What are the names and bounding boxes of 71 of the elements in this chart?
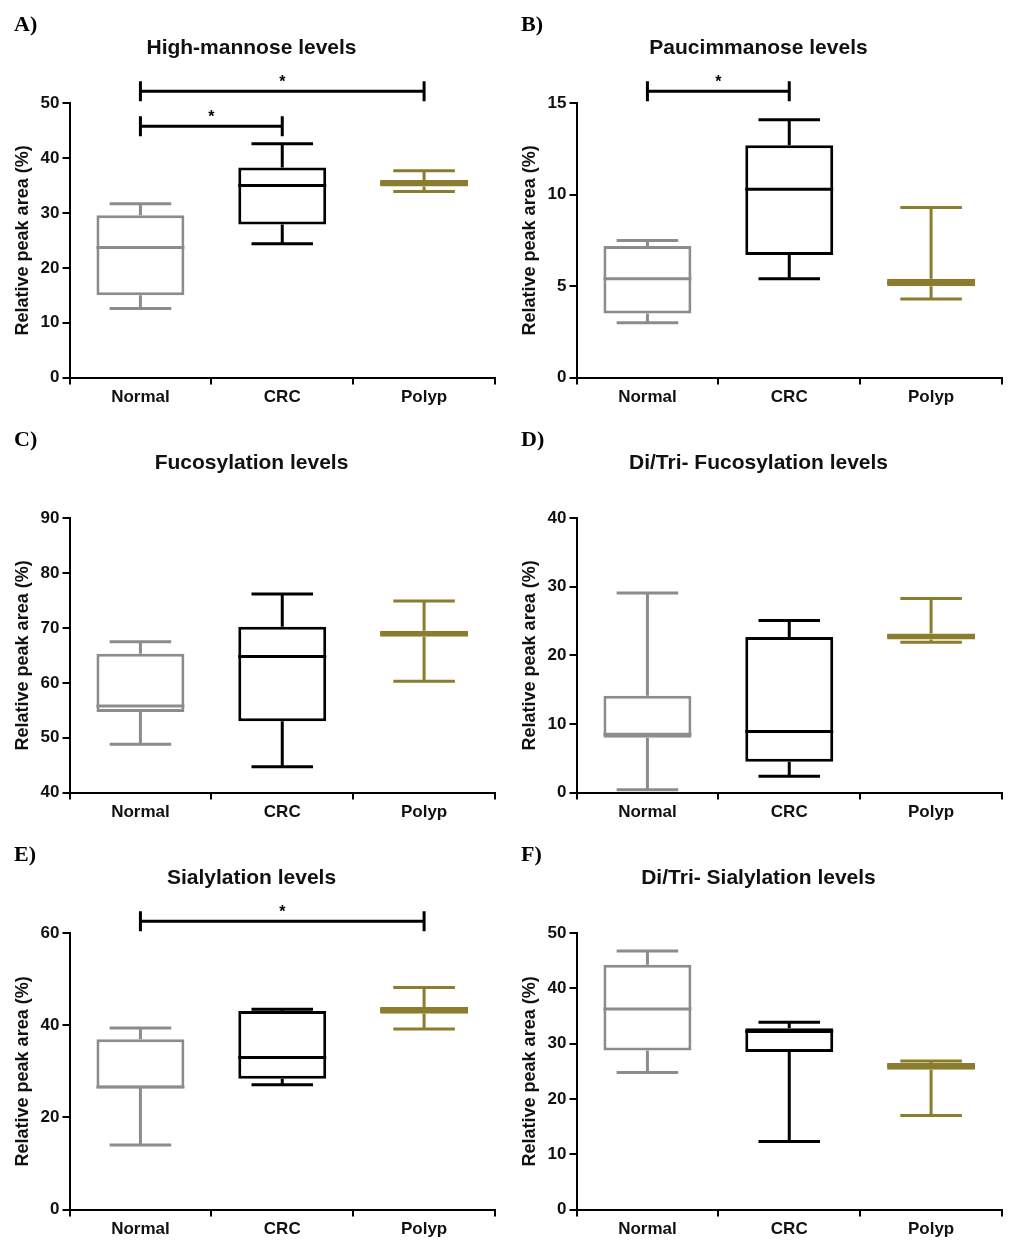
x-tick-label: CRC	[770, 802, 808, 822]
y-tick-label: 90	[40, 507, 60, 527]
y-tick-label: 0	[557, 1199, 567, 1219]
y-tick-label: 80	[40, 562, 60, 582]
y-tick-label: 15	[547, 92, 567, 112]
y-axis-title: Relative peak area (%)	[11, 145, 32, 336]
x-tick-label: Normal	[111, 387, 170, 407]
y-tick-label: 60	[40, 922, 60, 942]
y-tick-label: 30	[547, 576, 567, 596]
y-tick-label: 10	[547, 1144, 567, 1164]
chart-title: Paucimmanose levels	[649, 35, 868, 59]
x-tick-label: CRC	[263, 387, 301, 407]
x-tick-label: Polyp	[907, 387, 955, 407]
y-tick-label: 50	[40, 727, 60, 747]
y-tick-label: 10	[547, 184, 567, 204]
text: A)	[14, 10, 38, 36]
x-tick-label: Normal	[618, 387, 677, 407]
y-tick-label: 70	[40, 617, 60, 637]
y-tick-label: 0	[557, 367, 567, 387]
y-tick-label: 20	[547, 645, 567, 665]
y-tick-label: 20	[40, 257, 60, 277]
y-tick-label: 40	[547, 507, 567, 527]
y-tick-label: 50	[547, 922, 567, 942]
y-tick-label: 0	[50, 367, 60, 387]
x-tick-label: CRC	[770, 1219, 808, 1239]
chart-title: Di/Tri- Sialylation levels	[641, 865, 876, 889]
y-axis-title: Relative peak area (%)	[11, 976, 32, 1167]
text: *	[715, 72, 723, 90]
y-tick-label: 50	[40, 92, 60, 112]
y-tick-label: 10	[547, 713, 567, 733]
y-tick-label: 60	[40, 672, 60, 692]
x-tick-label: Normal	[111, 1219, 170, 1239]
y-tick-label: 20	[40, 1107, 60, 1127]
x-tick-label: Normal	[618, 802, 677, 822]
x-tick-label: CRC	[770, 387, 808, 407]
x-tick-label: Polyp	[907, 802, 955, 822]
y-axis-title: Relative peak area (%)	[11, 560, 32, 751]
text: C)	[14, 425, 38, 451]
y-tick-label: 10	[40, 312, 60, 332]
chart-title: Di/Tri- Fucosylation levels	[628, 450, 889, 474]
text: F)	[521, 840, 542, 866]
y-tick-label: 40	[40, 782, 60, 802]
y-tick-label: 5	[557, 275, 567, 295]
x-tick-label: CRC	[263, 1219, 301, 1239]
y-tick-label: 30	[547, 1033, 567, 1053]
y-tick-label: 20	[547, 1088, 567, 1108]
chart-title: High-mannose levels	[146, 35, 357, 59]
text: *	[279, 902, 287, 920]
text: *	[279, 72, 287, 90]
x-tick-label: Polyp	[400, 1219, 448, 1239]
y-tick-label: 0	[50, 1199, 60, 1219]
x-tick-label: CRC	[263, 802, 301, 822]
x-tick-label: Polyp	[907, 1219, 955, 1239]
y-axis-title: Relative peak area (%)	[518, 976, 539, 1167]
y-tick-label: 40	[40, 1015, 60, 1035]
y-tick-label: 30	[40, 202, 60, 222]
text: D)	[521, 425, 545, 451]
text: B)	[521, 10, 543, 36]
y-tick-label: 40	[40, 147, 60, 167]
y-tick-label: 40	[547, 978, 567, 998]
y-axis-title: Relative peak area (%)	[518, 145, 539, 336]
x-tick-label: Polyp	[400, 802, 448, 822]
x-tick-label: Polyp	[400, 387, 448, 407]
y-tick-label: 0	[557, 782, 567, 802]
chart-title: Sialylation levels	[166, 865, 337, 889]
text: E)	[14, 840, 36, 866]
y-axis-title: Relative peak area (%)	[518, 560, 539, 751]
x-tick-label: Normal	[111, 802, 170, 822]
annotation: *	[208, 107, 216, 125]
chart-title: Fucosylation levels	[154, 450, 349, 474]
x-tick-label: Normal	[618, 1219, 677, 1239]
